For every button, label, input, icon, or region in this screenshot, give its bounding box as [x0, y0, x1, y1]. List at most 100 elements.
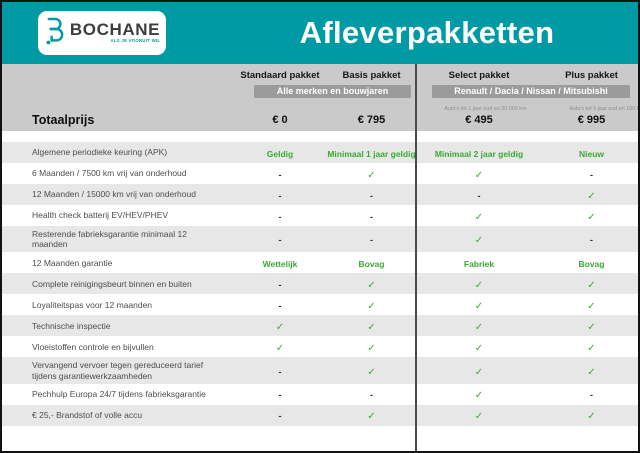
feature-rows: Algemene periodieke keuring (APK) Geldig M…	[2, 142, 638, 426]
dash-icon: -	[278, 235, 282, 246]
feature-value-text: Bovag	[578, 258, 605, 269]
feature-label: Vloeistoffen controle en bijvullen	[32, 341, 154, 352]
totaalprijs-plus: € 995	[577, 114, 606, 126]
column-headers: Standaard pakket Basis pakket Select pak…	[2, 70, 638, 82]
feature-value: -	[234, 165, 326, 183]
feature-label: Pechhulp Europa 24/7 tijdens fabrieksgar…	[32, 389, 206, 400]
feature-value: -	[234, 230, 326, 248]
feature-value: ✓	[541, 338, 638, 356]
dash-icon: -	[278, 279, 282, 290]
bochane-logo: BOCHANE ALS JE VOORUIT WIL	[38, 11, 166, 55]
feature-value: ✓	[417, 230, 541, 248]
bochane-logo-icon	[44, 16, 65, 50]
feature-value: ✓	[326, 165, 417, 183]
dash-icon: -	[278, 411, 282, 422]
check-icon: ✓	[474, 366, 484, 378]
group-badges: Alle merken en bouwjaren Renault / Dacia…	[2, 85, 638, 98]
check-icon: ✓	[367, 279, 376, 291]
feature-value: -	[234, 207, 326, 225]
feature-value: ✓	[541, 275, 638, 293]
dash-icon: -	[278, 190, 282, 201]
totaalprijs-select: € 495	[465, 114, 493, 126]
check-icon: ✓	[474, 169, 484, 181]
feature-value: ✓	[417, 362, 541, 380]
group-notes: Auto's tot 1 jaar oud en 20.000 km Auto'…	[2, 98, 638, 111]
check-icon: ✓	[367, 366, 376, 378]
feature-value: -	[234, 362, 326, 380]
feature-value: ✓	[417, 317, 541, 335]
check-icon: ✓	[474, 279, 484, 291]
column-header-standaard: Standaard pakket	[240, 70, 320, 81]
check-icon: ✓	[474, 390, 484, 402]
totaalprijs-label: Totaalprijs	[32, 113, 95, 127]
feature-value: -	[234, 296, 326, 314]
check-icon: ✓	[587, 342, 596, 354]
feature-value: ✓	[417, 385, 541, 403]
dash-icon: -	[370, 390, 373, 401]
check-icon: ✓	[474, 411, 484, 423]
feature-label: Technische inspectie	[32, 320, 111, 331]
feature-label: 12 Maanden garantie	[32, 257, 113, 268]
totaalprijs-row: Totaalprijs € 0 € 795 € 495 € 995	[2, 109, 638, 131]
feature-label: Complete reinigingsbeurt binnen en buite…	[32, 278, 192, 289]
feature-value: Geldig	[234, 144, 326, 162]
check-icon: ✓	[474, 321, 484, 333]
feature-value: ✓	[234, 338, 326, 356]
check-icon: ✓	[587, 321, 596, 333]
table-header-section: Standaard pakket Basis pakket Select pak…	[2, 64, 638, 131]
feature-value: -	[326, 385, 417, 403]
feature-value-text: Geldig	[266, 148, 294, 159]
check-icon: ✓	[587, 300, 596, 312]
table-row: 12 Maanden / 15000 km vrij van onderhoud…	[2, 184, 638, 205]
feature-value: ✓	[417, 406, 541, 424]
feature-value: ✓	[326, 296, 417, 314]
feature-value: -	[234, 275, 326, 293]
spacer	[2, 131, 638, 142]
feature-value: ✓	[326, 406, 417, 424]
feature-value: ✓	[541, 186, 638, 204]
feature-label: Loyaliteitspas voor 12 maanden	[32, 299, 153, 310]
feature-label: Vervangend vervoer tegen gereduceerd tar…	[32, 360, 204, 381]
feature-value: ✓	[417, 296, 541, 314]
dash-icon: -	[370, 235, 373, 246]
feature-value: ✓	[326, 317, 417, 335]
column-header-basis: Basis pakket	[342, 70, 401, 81]
check-icon: ✓	[367, 411, 376, 423]
dash-icon: -	[590, 169, 593, 180]
feature-value: Fabriek	[417, 254, 541, 272]
note-plus: Auto's tot 5 jaar oud en 100.000 km	[569, 105, 640, 111]
feature-value: ✓	[417, 207, 541, 225]
feature-value: -	[541, 385, 638, 403]
totaalprijs-standaard: € 0	[272, 114, 288, 126]
feature-value: ✓	[541, 317, 638, 335]
dash-icon: -	[590, 235, 593, 246]
check-icon: ✓	[587, 411, 596, 423]
feature-label: 6 Maanden / 7500 km vrij van onderhoud	[32, 168, 187, 179]
check-icon: ✓	[587, 211, 596, 223]
table-row: Resterende fabrieksgarantie minimaal 12 …	[2, 226, 638, 253]
feature-value-text: Minimaal 1 jaar geldig	[327, 148, 416, 159]
feature-value: ✓	[541, 406, 638, 424]
feature-value-text: Nieuw	[578, 148, 605, 159]
check-icon: ✓	[587, 279, 596, 291]
check-icon: ✓	[474, 211, 484, 223]
dash-icon: -	[278, 211, 282, 222]
check-icon: ✓	[367, 169, 376, 181]
check-icon: ✓	[275, 342, 285, 354]
feature-label: € 25,- Brandstof of volle accu	[32, 410, 143, 421]
brand-name: BOCHANE	[69, 19, 161, 39]
feature-value: Bovag	[326, 254, 417, 272]
dash-icon: -	[370, 190, 373, 201]
feature-value: -	[326, 207, 417, 225]
dash-icon: -	[370, 211, 373, 222]
dash-icon: -	[278, 300, 282, 311]
dash-icon: -	[590, 390, 593, 401]
column-header-plus: Plus pakket	[565, 70, 618, 81]
page-title: Afleverpakketten	[299, 15, 555, 50]
check-icon: ✓	[474, 235, 484, 247]
totaalprijs-basis: € 795	[357, 114, 386, 126]
table-row: Vervangend vervoer tegen gereduceerd tar…	[2, 357, 638, 384]
feature-value: Minimaal 1 jaar geldig	[326, 144, 417, 162]
badge-merken-select-plus: Renault / Dacia / Nissan / Mitsubishi	[432, 85, 630, 98]
feature-value: -	[541, 230, 638, 248]
